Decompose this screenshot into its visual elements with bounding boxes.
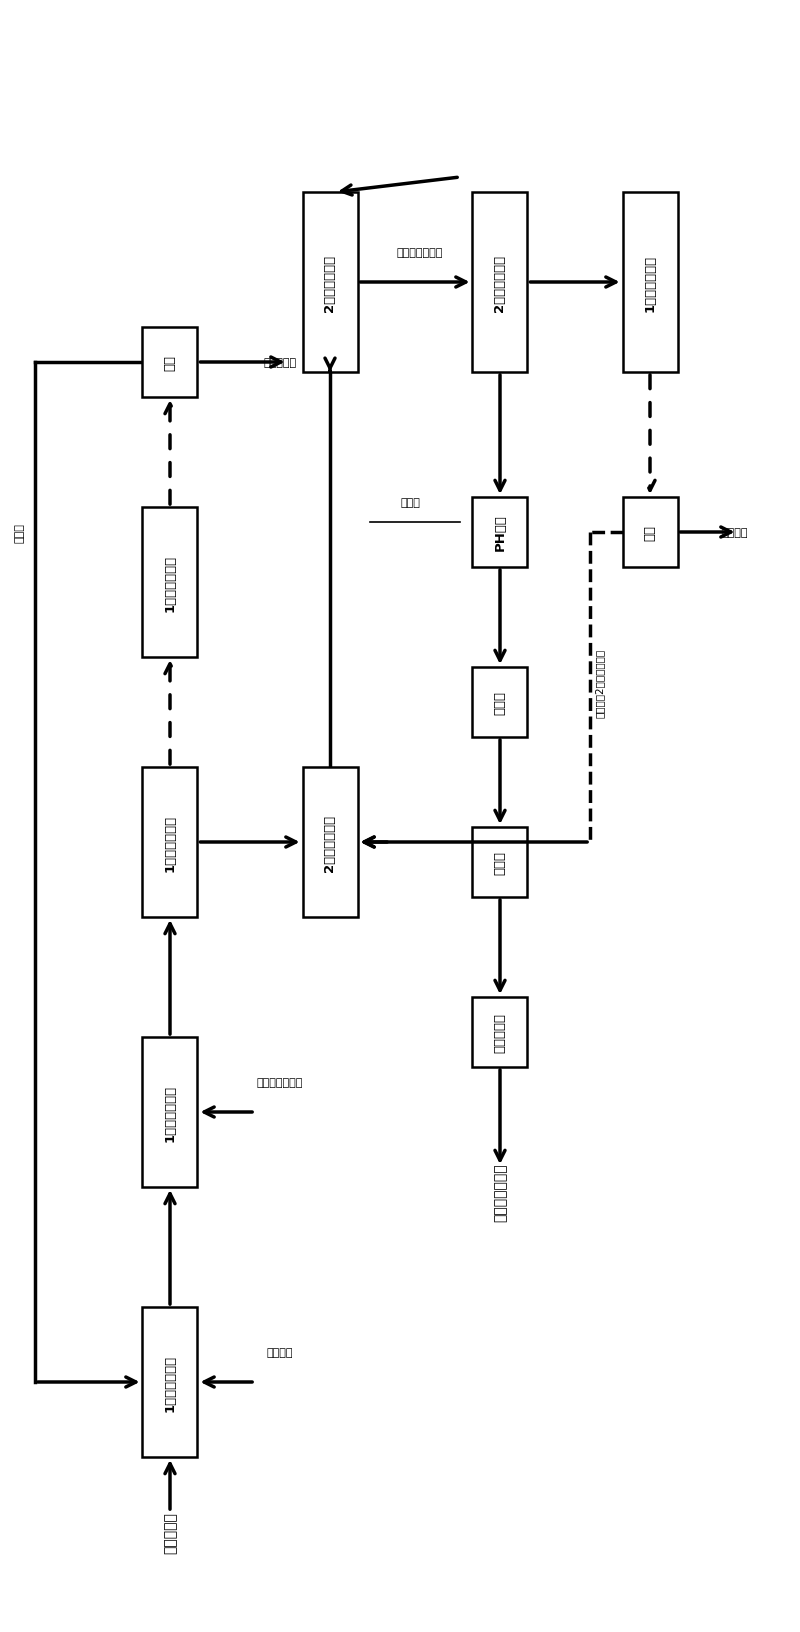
Bar [142, 1038, 198, 1186]
Text: 2号斜管沉淀池: 2号斜管沉淀池 [494, 255, 506, 312]
Bar [473, 193, 527, 372]
Text: 2号综合调节池: 2号综合调节池 [323, 814, 337, 871]
Text: 砂滤塔: 砂滤塔 [494, 690, 506, 715]
Bar [302, 193, 358, 372]
Text: 压滤液: 压滤液 [15, 522, 25, 542]
Text: 氢氧化钠: 氢氧化钠 [266, 1346, 294, 1358]
Text: 离子交换塔: 离子交换塔 [494, 1012, 506, 1053]
Bar [622, 193, 678, 372]
Text: 压滤: 压滤 [643, 524, 657, 540]
Bar [473, 498, 527, 568]
Text: 压滤: 压滤 [163, 354, 177, 370]
Bar [473, 997, 527, 1067]
Bar [142, 1307, 198, 1457]
Text: 混凝剂，絮凝剂: 混凝剂，絮凝剂 [397, 248, 443, 258]
Text: 混凝剂，絮凝剂: 混凝剂，絮凝剂 [257, 1077, 303, 1087]
Text: 污泥回收: 污泥回收 [722, 527, 748, 537]
Text: 碳酸钠: 碳酸钠 [400, 498, 420, 508]
Text: 干污泥回收: 干污泥回收 [263, 357, 297, 367]
Text: 炭滤塔: 炭滤塔 [494, 850, 506, 875]
Text: 2号混凝反应池: 2号混凝反应池 [323, 255, 337, 312]
Text: 1号综合调节池: 1号综合调节池 [163, 1353, 177, 1410]
Bar [142, 508, 198, 658]
Bar [302, 767, 358, 917]
Bar [142, 767, 198, 917]
Text: 镍钴锰废水: 镍钴锰废水 [163, 1511, 177, 1554]
Text: 排放或返回生产: 排放或返回生产 [493, 1164, 507, 1222]
Text: 1号混凝反应池: 1号混凝反应池 [163, 1084, 177, 1141]
Text: 1号污泥浓缩池: 1号污泥浓缩池 [643, 255, 657, 312]
Text: 压滤液回2号综合调节池: 压滤液回2号综合调节池 [595, 648, 605, 716]
Bar [473, 667, 527, 738]
Text: PH回调: PH回调 [494, 514, 506, 552]
Text: 1号污泥浓缩池: 1号污泥浓缩池 [163, 555, 177, 612]
Text: 1号斜管沉淀池: 1号斜管沉淀池 [163, 814, 177, 871]
Bar [142, 328, 198, 398]
Bar [473, 827, 527, 898]
Bar [622, 498, 678, 568]
